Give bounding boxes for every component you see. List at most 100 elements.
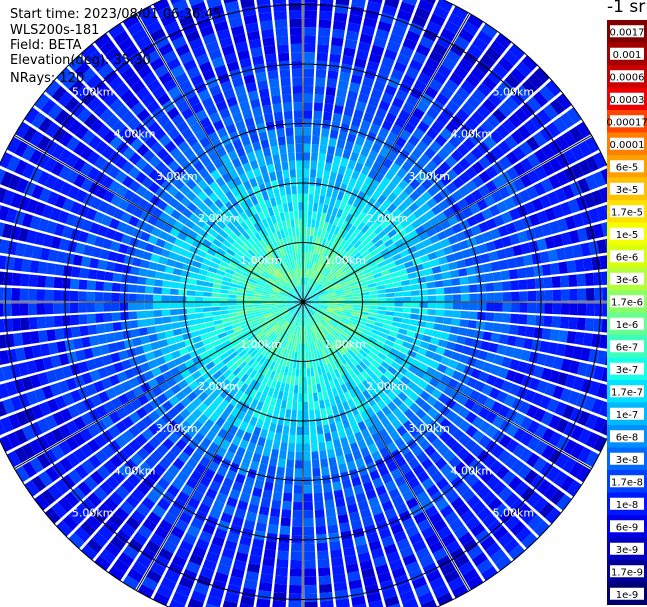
range-gate [20, 317, 30, 331]
range-gate [443, 349, 454, 359]
range-gate [259, 428, 268, 439]
range-gate [410, 313, 419, 320]
range-gate [469, 246, 480, 256]
range-gate [107, 251, 118, 262]
range-gate [471, 161, 485, 174]
range-gate [359, 234, 368, 243]
range-gate [97, 391, 110, 404]
range-gate [288, 333, 293, 342]
range-gate [49, 207, 62, 222]
range-gate [203, 297, 212, 302]
range-gate [438, 199, 450, 211]
range-gate [226, 96, 238, 108]
range-gate [222, 225, 232, 235]
range-gate [237, 285, 247, 290]
range-gate [292, 510, 303, 519]
range-gate [291, 535, 302, 544]
range-gate [212, 315, 222, 321]
range-gate [282, 348, 288, 358]
range-gate [132, 206, 144, 219]
range-gate [547, 191, 560, 206]
range-gate [272, 324, 280, 332]
range-gate [403, 184, 415, 196]
range-gate [564, 246, 575, 260]
instrument-label: WLS200s-181 [10, 23, 100, 38]
range-gate [229, 312, 238, 318]
range-gate [185, 190, 197, 202]
range-gate [238, 349, 248, 358]
range-gate [539, 85, 555, 102]
range-gate [341, 374, 349, 384]
range-gate [371, 268, 381, 275]
range-gate [199, 25, 215, 38]
range-gate [183, 504, 197, 517]
range-gate [164, 265, 175, 274]
range-gate [481, 565, 498, 581]
range-gate [29, 457, 44, 474]
ray [303, 302, 334, 607]
range-gate [348, 205, 357, 216]
range-gate [451, 277, 461, 286]
range-gate [242, 109, 253, 120]
range-gate [99, 108, 114, 123]
range-gate [539, 461, 554, 478]
range-gate [383, 278, 393, 285]
range-gate [556, 435, 570, 451]
range-gate [382, 252, 392, 260]
range-gate [447, 13, 465, 28]
range-gate [379, 374, 390, 385]
range-gate [279, 408, 286, 418]
range-gate [66, 452, 80, 468]
range-gate [164, 569, 180, 583]
range-gate [11, 303, 21, 316]
range-gate [226, 496, 238, 508]
range-gate [262, 147, 272, 157]
range-gate [235, 214, 244, 224]
range-gate [486, 302, 495, 312]
range-gate [54, 194, 67, 209]
range-gate [418, 153, 431, 166]
range-gate [429, 360, 440, 370]
range-gate [338, 131, 348, 141]
range-gate [150, 253, 161, 263]
range-gate [261, 297, 270, 301]
range-gate [321, 279, 329, 287]
range-gate [238, 128, 249, 139]
range-gate [294, 299, 303, 302]
range-gate [156, 332, 167, 341]
range-gate [352, 396, 361, 406]
range-gate [169, 366, 181, 377]
range-gate [450, 496, 465, 511]
range-gate [243, 180, 252, 191]
range-gate [318, 320, 326, 328]
range-gate [327, 293, 336, 297]
range-gate [158, 256, 169, 265]
range-gate [108, 218, 120, 230]
range-gate [556, 494, 572, 511]
range-gate [319, 302, 328, 305]
range-gate [275, 315, 283, 322]
range-gate [500, 323, 510, 334]
range-gate [390, 69, 404, 81]
range-gate [244, 302, 254, 305]
range-gate [220, 153, 231, 165]
range-gate [362, 268, 372, 275]
range-gate [210, 214, 221, 224]
range-gate [408, 229, 419, 240]
range-gate [351, 0, 366, 9]
ring-label: 3.00km [156, 170, 198, 183]
range-gate [225, 235, 235, 244]
range-gate [458, 407, 471, 419]
range-gate [318, 19, 332, 29]
range-gate [331, 331, 339, 339]
range-gate [413, 432, 425, 444]
range-gate [342, 265, 350, 273]
range-gate [444, 20, 461, 35]
range-gate [262, 237, 270, 246]
range-gate [352, 299, 362, 302]
ray [0, 238, 303, 302]
range-gate [236, 410, 246, 421]
range-gate [287, 392, 293, 402]
range-gate [477, 283, 486, 293]
range-gate [330, 45, 343, 55]
